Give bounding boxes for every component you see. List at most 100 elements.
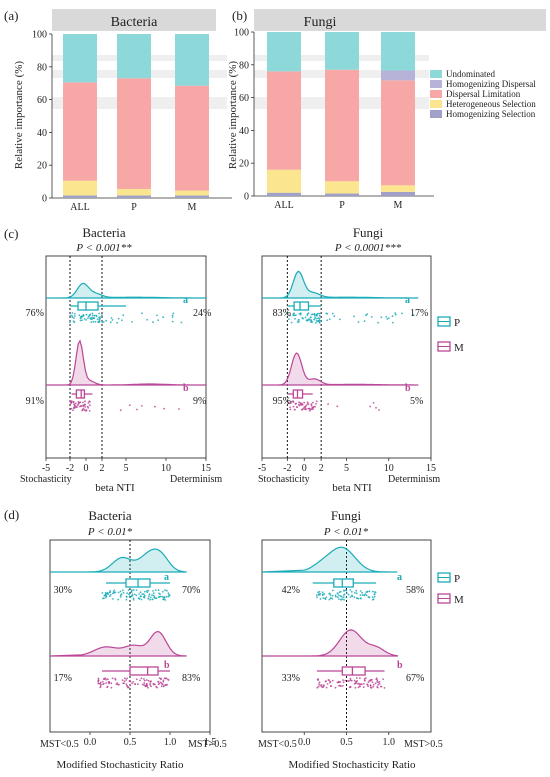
m-point — [369, 684, 372, 686]
p-point — [71, 316, 74, 318]
m-point — [159, 681, 162, 684]
p-point — [91, 312, 94, 315]
y-tick-label: 60 — [239, 93, 249, 104]
m-point — [355, 677, 358, 679]
m-point — [74, 404, 76, 407]
p-point — [117, 598, 120, 601]
p-point — [93, 314, 96, 317]
m-point — [83, 409, 86, 411]
p-point — [317, 312, 319, 315]
p-point — [377, 321, 380, 324]
m-density-cloud — [46, 339, 206, 386]
p-point — [313, 314, 316, 317]
m-point — [136, 408, 138, 411]
m-point — [312, 401, 314, 404]
m-point — [310, 404, 313, 407]
p-point — [373, 593, 376, 596]
m-point — [379, 685, 382, 688]
m-point — [307, 407, 310, 410]
m-point — [354, 682, 357, 685]
m-point — [139, 679, 141, 682]
percent-low: 83% — [273, 308, 291, 319]
p-point — [132, 598, 135, 601]
x-tick-label: 10 — [161, 463, 171, 474]
m-point — [82, 407, 85, 410]
p-point — [337, 593, 339, 595]
p-point — [71, 314, 73, 317]
m-point — [84, 403, 86, 406]
panel-b-bars — [267, 32, 415, 196]
percent-low: 30% — [54, 585, 72, 596]
m-point — [105, 682, 107, 684]
p-point — [368, 590, 371, 593]
m-point — [137, 683, 139, 686]
p-point — [343, 593, 346, 596]
p-point — [307, 318, 310, 321]
m-point — [299, 402, 302, 404]
m-point — [376, 686, 379, 688]
x-tick-label: -2 — [66, 463, 74, 474]
m-point — [69, 400, 71, 402]
m-point — [358, 685, 361, 688]
m-point — [143, 679, 146, 682]
m-point — [100, 683, 102, 686]
p-point — [294, 314, 297, 317]
group-legend-label: P — [454, 573, 460, 585]
p-point — [155, 597, 158, 600]
m-point — [372, 683, 375, 686]
m-point — [315, 400, 318, 403]
p-point — [309, 316, 312, 318]
m-point — [292, 401, 295, 404]
p-point — [112, 598, 114, 600]
p-box — [333, 578, 354, 588]
percent-low: 33% — [282, 673, 300, 684]
m-point — [156, 686, 159, 689]
p-point — [102, 321, 105, 323]
m-point — [323, 684, 325, 687]
percent-low: 91% — [26, 396, 44, 407]
x-tick-label: 1.5 — [204, 737, 217, 748]
y-tick-label: 20 — [37, 161, 47, 172]
m-point — [329, 681, 331, 684]
p-point — [317, 591, 319, 594]
p-point — [349, 589, 352, 591]
p-point — [125, 598, 128, 601]
significance-letter: a — [397, 572, 402, 583]
legend-label: Undominated — [446, 69, 495, 79]
p-point — [138, 593, 141, 595]
m-box — [75, 389, 86, 399]
x-tick-label: M — [188, 202, 197, 213]
p-point — [154, 589, 157, 591]
p-point — [87, 317, 89, 319]
m-point — [129, 684, 132, 687]
p-point — [121, 319, 123, 322]
p-point — [146, 318, 149, 321]
m-point — [124, 677, 126, 680]
y-tick-label: 80 — [239, 60, 249, 71]
m-point — [327, 403, 329, 405]
legend-label: Heterogeneous Selection — [446, 99, 536, 109]
m-point — [77, 401, 80, 403]
m-point — [378, 683, 381, 685]
legend-label: Homogenizing Selection — [446, 109, 536, 119]
p-point — [341, 598, 344, 600]
p-point — [315, 320, 318, 322]
p-point — [339, 595, 342, 597]
p-point — [306, 313, 309, 315]
x-tick-label: M — [394, 200, 403, 211]
p-point — [103, 594, 106, 597]
m-point — [336, 405, 339, 408]
m-point — [301, 402, 303, 405]
p-point — [328, 592, 331, 595]
bar-segment — [267, 32, 301, 72]
m-point — [72, 409, 74, 412]
y-tick-label: 80 — [37, 62, 47, 73]
x-tick-label: -2 — [283, 463, 291, 474]
m-point — [97, 677, 100, 680]
p-point — [153, 596, 156, 599]
m-point — [84, 406, 87, 408]
m-point — [87, 406, 90, 409]
m-point — [165, 677, 168, 680]
